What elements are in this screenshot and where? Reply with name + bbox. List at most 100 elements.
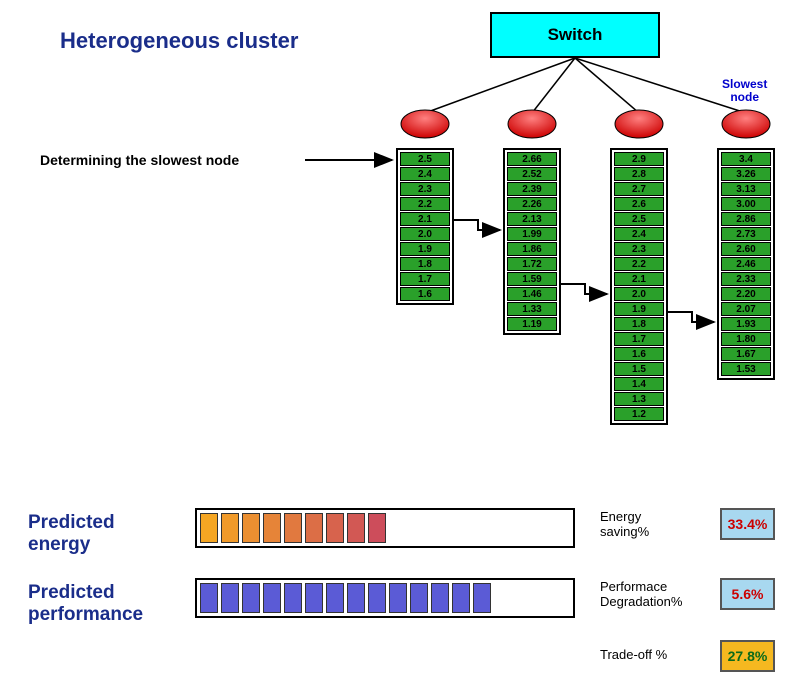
freq-cell: 2.4 xyxy=(614,227,664,241)
energy-bar-seg xyxy=(263,513,281,543)
energy-bar-seg xyxy=(200,513,218,543)
freq-cell: 1.46 xyxy=(507,287,557,301)
freq-cell: 2.39 xyxy=(507,182,557,196)
tradeoff-box: 27.8% xyxy=(720,640,775,672)
perf-deg-value: 5.6% xyxy=(732,586,764,602)
freq-cell: 1.8 xyxy=(400,257,450,271)
perf-bar-seg xyxy=(347,583,365,613)
freq-cell: 2.52 xyxy=(507,167,557,181)
perf-bar-seg xyxy=(368,583,386,613)
freq-cell: 2.5 xyxy=(614,212,664,226)
perf-bar-seg xyxy=(221,583,239,613)
freq-cell: 1.99 xyxy=(507,227,557,241)
energy-saving-label: Energysaving% xyxy=(600,510,649,540)
freq-cell: 2.33 xyxy=(721,272,771,286)
freq-cell: 2.20 xyxy=(721,287,771,301)
energy-bar-seg xyxy=(326,513,344,543)
freq-cell: 1.53 xyxy=(721,362,771,376)
freq-cell: 1.9 xyxy=(614,302,664,316)
freq-cell: 1.7 xyxy=(614,332,664,346)
freq-cell: 2.2 xyxy=(614,257,664,271)
freq-cell: 2.13 xyxy=(507,212,557,226)
predicted-energy-bar xyxy=(195,508,575,548)
freq-cell: 2.73 xyxy=(721,227,771,241)
freq-cell: 2.07 xyxy=(721,302,771,316)
freq-stack: 3.43.263.133.002.862.732.602.462.332.202… xyxy=(717,148,775,380)
freq-cell: 2.1 xyxy=(400,212,450,226)
freq-cell: 2.7 xyxy=(614,182,664,196)
perf-deg-box: 5.6% xyxy=(720,578,775,610)
diagram-title: Heterogeneous cluster xyxy=(60,28,298,54)
perf-bar-seg xyxy=(284,583,302,613)
freq-cell: 3.4 xyxy=(721,152,771,166)
perf-deg-label: PerformaceDegradation% xyxy=(600,580,682,610)
freq-cell: 3.13 xyxy=(721,182,771,196)
freq-cell: 2.86 xyxy=(721,212,771,226)
freq-stack: 2.662.522.392.262.131.991.861.721.591.46… xyxy=(503,148,561,335)
energy-bar-seg xyxy=(368,513,386,543)
freq-cell: 1.33 xyxy=(507,302,557,316)
energy-saving-value: 33.4% xyxy=(728,516,768,532)
energy-bar-seg xyxy=(347,513,365,543)
freq-cell: 1.9 xyxy=(400,242,450,256)
freq-cell: 2.8 xyxy=(614,167,664,181)
slowest-line1: Slowest xyxy=(722,77,767,91)
freq-cell: 2.6 xyxy=(614,197,664,211)
freq-cell: 1.6 xyxy=(400,287,450,301)
energy-bar-seg xyxy=(242,513,260,543)
freq-cell: 2.0 xyxy=(614,287,664,301)
perf-bar-seg xyxy=(326,583,344,613)
perf-bar-seg xyxy=(263,583,281,613)
perf-bar-seg xyxy=(431,583,449,613)
freq-cell: 1.4 xyxy=(614,377,664,391)
perf-bar-seg xyxy=(200,583,218,613)
freq-cell: 1.86 xyxy=(507,242,557,256)
perf-bar-seg xyxy=(389,583,407,613)
freq-cell: 2.1 xyxy=(614,272,664,286)
freq-cell: 2.3 xyxy=(400,182,450,196)
freq-cell: 1.8 xyxy=(614,317,664,331)
freq-stack: 2.52.42.32.22.12.01.91.81.71.6 xyxy=(396,148,454,305)
perf-bar-seg xyxy=(410,583,428,613)
freq-cell: 1.6 xyxy=(614,347,664,361)
freq-stack: 2.92.82.72.62.52.42.32.22.12.01.91.81.71… xyxy=(610,148,668,425)
predicted-performance-label: Predictedperformance xyxy=(28,582,143,626)
tradeoff-value: 27.8% xyxy=(728,648,768,664)
freq-cell: 1.3 xyxy=(614,392,664,406)
freq-cell: 1.2 xyxy=(614,407,664,421)
freq-cell: 2.9 xyxy=(614,152,664,166)
freq-cell: 2.5 xyxy=(400,152,450,166)
perf-bar-seg xyxy=(452,583,470,613)
perf-bar-seg xyxy=(305,583,323,613)
freq-cell: 1.5 xyxy=(614,362,664,376)
freq-cell: 2.0 xyxy=(400,227,450,241)
energy-bar-seg xyxy=(284,513,302,543)
freq-cell: 1.93 xyxy=(721,317,771,331)
slowest-line2: node xyxy=(730,90,759,104)
freq-cell: 1.72 xyxy=(507,257,557,271)
freq-cell: 3.26 xyxy=(721,167,771,181)
predicted-energy-label: Predictedenergy xyxy=(28,512,115,556)
switch-box: Switch xyxy=(490,12,660,58)
freq-cell: 1.80 xyxy=(721,332,771,346)
freq-cell: 2.3 xyxy=(614,242,664,256)
tradeoff-label: Trade-off % xyxy=(600,648,667,663)
freq-cell: 2.4 xyxy=(400,167,450,181)
freq-cell: 2.46 xyxy=(721,257,771,271)
freq-cell: 1.19 xyxy=(507,317,557,331)
freq-cell: 2.2 xyxy=(400,197,450,211)
freq-cell: 2.26 xyxy=(507,197,557,211)
freq-cell: 1.67 xyxy=(721,347,771,361)
slowest-node-label: Slowest node xyxy=(722,78,767,104)
freq-cell: 1.59 xyxy=(507,272,557,286)
energy-bar-seg xyxy=(221,513,239,543)
perf-bar-seg xyxy=(473,583,491,613)
freq-cell: 2.66 xyxy=(507,152,557,166)
freq-cell: 1.7 xyxy=(400,272,450,286)
perf-bar-seg xyxy=(242,583,260,613)
determining-label: Determining the slowest node xyxy=(40,152,239,168)
energy-saving-box: 33.4% xyxy=(720,508,775,540)
predicted-performance-bar xyxy=(195,578,575,618)
energy-bar-seg xyxy=(305,513,323,543)
freq-cell: 2.60 xyxy=(721,242,771,256)
